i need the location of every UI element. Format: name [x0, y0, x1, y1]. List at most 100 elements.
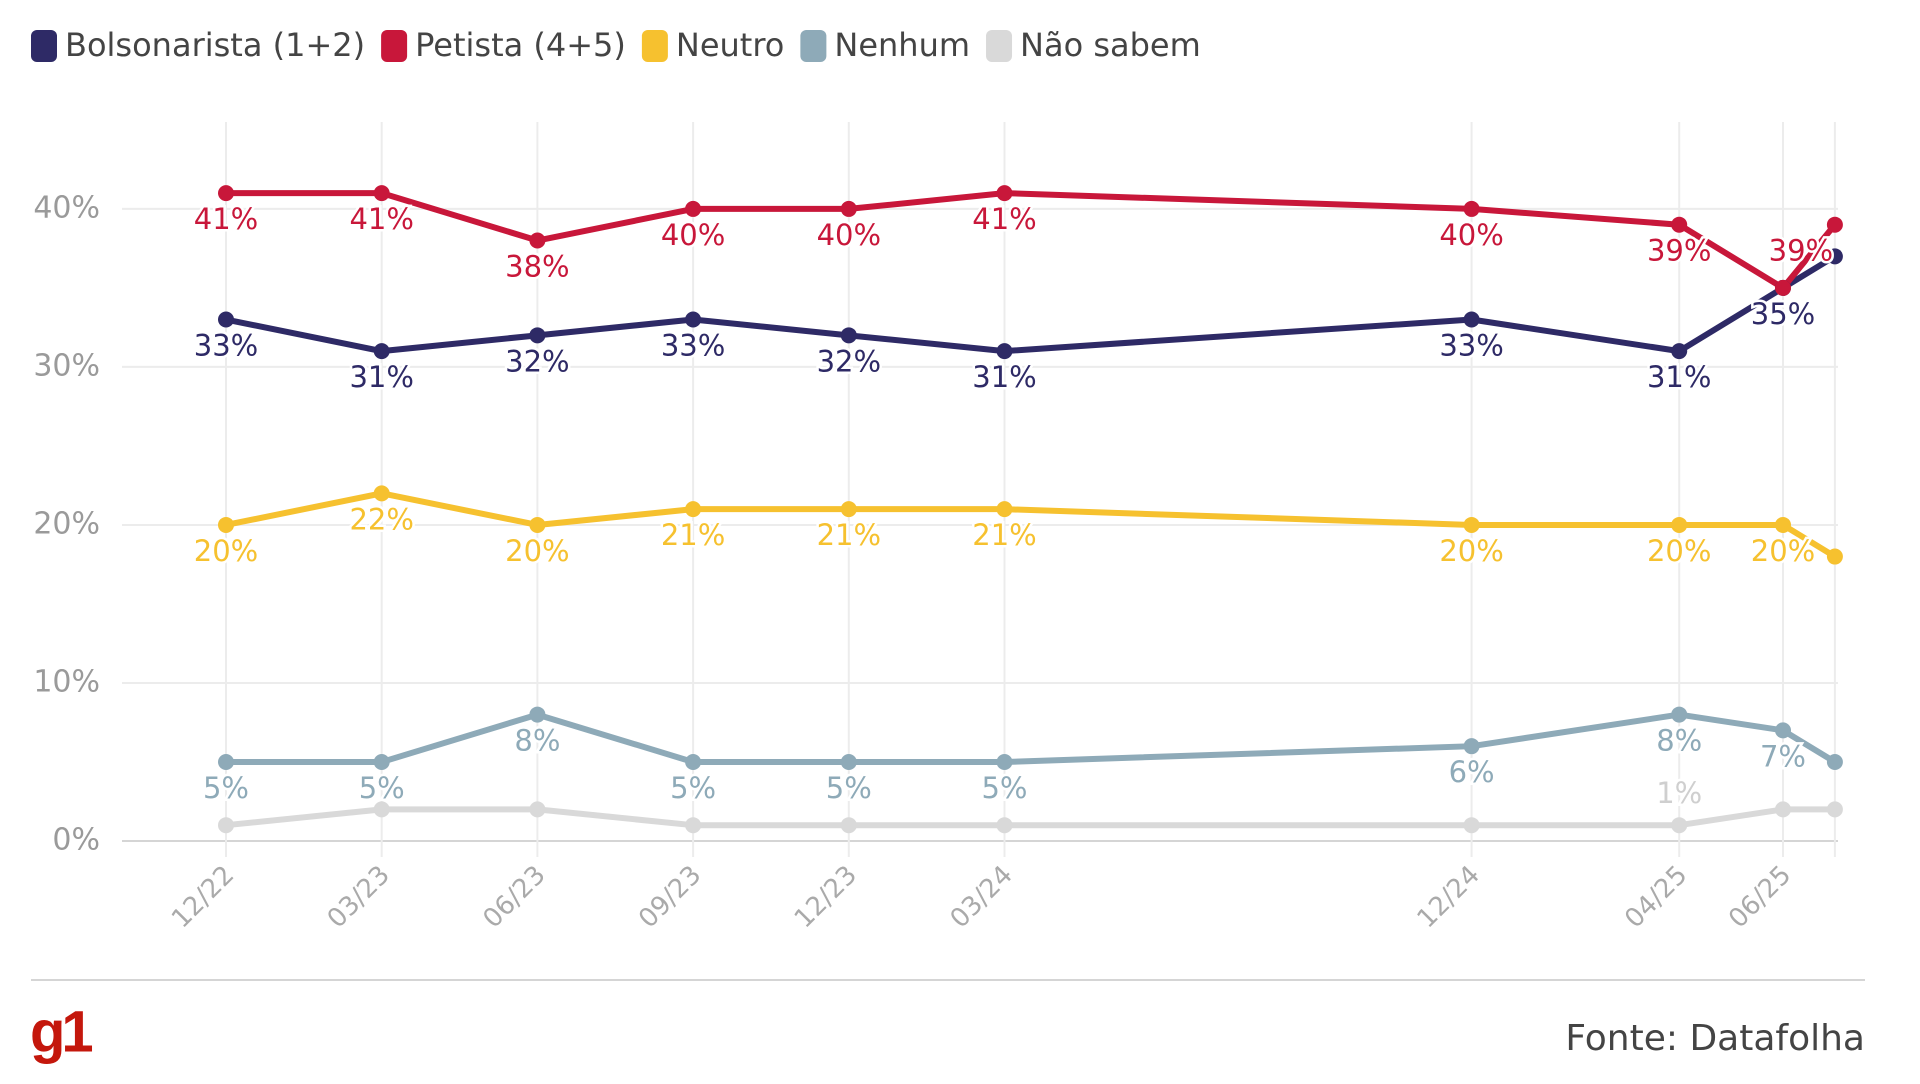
data-label: 5% — [826, 771, 872, 805]
x-tick-label: 03/24 — [945, 860, 1019, 934]
data-point — [996, 343, 1013, 360]
legend-swatch — [800, 30, 827, 62]
data-point — [529, 327, 546, 344]
legend-label: Não sabem — [1020, 26, 1201, 64]
data-point — [529, 706, 546, 723]
data-label: 31% — [1647, 360, 1711, 394]
legend-label: Neutro — [676, 26, 784, 64]
x-tick-label: 09/23 — [633, 860, 707, 934]
legend-label: Petista (4+5) — [415, 26, 626, 64]
data-label: 35% — [1751, 297, 1815, 331]
data-point — [685, 501, 702, 518]
x-tick-label: 12/22 — [166, 860, 240, 934]
data-point — [1775, 722, 1791, 739]
data-point — [373, 801, 390, 818]
data-label: 32% — [817, 344, 881, 378]
data-label: 20% — [1647, 534, 1711, 568]
data-label: 5% — [203, 771, 249, 805]
data-point — [218, 817, 234, 834]
series-line — [225, 253, 1837, 355]
legend-swatch — [641, 30, 668, 62]
data-point — [529, 516, 546, 533]
data-point — [1826, 801, 1843, 818]
data-point — [840, 817, 857, 834]
series-line — [225, 490, 1837, 560]
data-label: 5% — [670, 771, 716, 805]
data-point — [685, 753, 702, 770]
data-label: 21% — [661, 518, 725, 552]
series-line — [225, 806, 1835, 829]
data-point — [373, 753, 390, 770]
data-point — [1463, 311, 1480, 328]
data-label: 5% — [359, 771, 405, 805]
data-label: 20% — [1439, 534, 1503, 568]
y-tick-label: 30% — [33, 348, 100, 383]
data-point — [1463, 817, 1480, 834]
data-point — [529, 801, 546, 818]
data-point — [1775, 279, 1791, 296]
legend: Bolsonarista (1+2) Petista (4+5) Neutro Nen… — [31, 26, 1201, 64]
data-point — [1826, 216, 1843, 233]
y-tick-label: 20% — [33, 506, 100, 541]
data-label: 5% — [981, 771, 1027, 805]
legend-swatch — [986, 30, 1013, 62]
data-point — [218, 311, 234, 328]
data-label: 40% — [1439, 218, 1503, 252]
data-label: 22% — [349, 502, 413, 536]
data-label: 8% — [1656, 724, 1702, 758]
data-label: 41% — [349, 202, 413, 236]
data-label: 40% — [817, 218, 881, 252]
series-line — [226, 711, 1837, 765]
x-tick-label: 06/23 — [477, 860, 551, 934]
legend-swatch — [31, 30, 57, 62]
data-point — [840, 501, 857, 518]
y-tick-label: 40% — [33, 190, 100, 225]
data-point — [1671, 216, 1688, 233]
data-point — [1671, 706, 1688, 723]
series-line — [226, 190, 1838, 291]
data-label: 39% — [1647, 234, 1711, 268]
x-tick-label: 12/23 — [789, 860, 863, 934]
data-point — [996, 817, 1013, 834]
legend-label: Bolsonarista (1+2) — [65, 26, 365, 64]
data-point — [218, 516, 234, 533]
data-point — [1463, 516, 1480, 533]
data-label: 6% — [1449, 755, 1495, 789]
x-tick-label: 03/23 — [322, 860, 396, 934]
data-label: 20% — [505, 534, 569, 568]
data-label: 21% — [817, 518, 881, 552]
data-label: 33% — [1439, 329, 1503, 363]
data-point — [996, 501, 1013, 518]
data-point — [1775, 516, 1791, 533]
data-point — [685, 817, 702, 834]
data-label: 41% — [972, 202, 1036, 236]
data-label: 8% — [514, 724, 560, 758]
data-label: 38% — [505, 250, 569, 284]
data-point — [1826, 548, 1843, 565]
x-tick-label: 12/24 — [1412, 860, 1486, 934]
data-point — [1826, 248, 1843, 265]
data-point — [373, 485, 390, 502]
source: Fonte: Datafolha — [1565, 1018, 1865, 1059]
y-tick-label: 10% — [33, 664, 100, 699]
data-point — [840, 327, 857, 344]
data-label: 33% — [661, 329, 725, 363]
data-label: 20% — [194, 534, 258, 568]
data-label: 31% — [349, 360, 413, 394]
data-point — [529, 232, 546, 249]
x-tick-label: 04/25 — [1619, 860, 1693, 934]
legend-label: Nenhum — [834, 26, 970, 64]
data-point — [218, 753, 234, 770]
data-label: 1% — [1656, 776, 1702, 810]
data-label: 40% — [661, 218, 725, 252]
data-point — [840, 753, 857, 770]
legend-swatch — [381, 30, 408, 62]
data-point — [1671, 343, 1688, 360]
y-tick-label: 0% — [52, 823, 100, 858]
data-label: 32% — [505, 344, 569, 378]
data-point — [373, 185, 390, 202]
data-label: 21% — [972, 518, 1036, 552]
data-point — [996, 753, 1013, 770]
data-label: 41% — [194, 202, 258, 236]
